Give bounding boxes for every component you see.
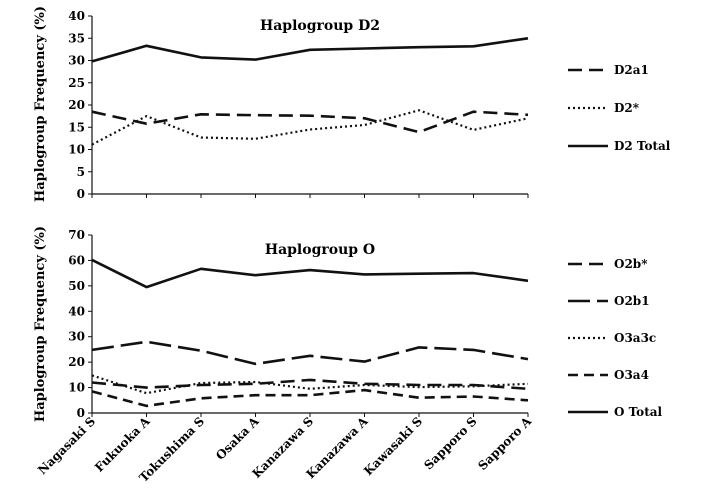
panel-o: Haplogroup Frequency (%) Haplogroup O 0 1… — [33, 226, 663, 422]
panel-d2-legend: D2a1 D2* D2 Total — [568, 63, 671, 153]
panel-d2-y-tick-label: 5 — [77, 165, 85, 179]
panel-d2-y-tick-label: 35 — [68, 31, 85, 45]
panel-o-y-tick-label: 50 — [68, 279, 85, 293]
panel-o-y-tick-label: 30 — [68, 330, 85, 344]
panel-o-title: Haplogroup O — [265, 242, 375, 258]
x-label-sapporo-a: Sapporo A — [475, 414, 534, 473]
legend-label-o-total: O Total — [614, 405, 663, 419]
x-label-sapporo-s: Sapporo S — [421, 414, 479, 472]
panel-d2-y-tick-label: 20 — [68, 98, 85, 112]
panel-o-y-axis-title: Haplogroup Frequency (%) — [33, 226, 48, 422]
series-line-d2 — [91, 109, 529, 146]
panel-d2-y-tick-label: 10 — [68, 143, 85, 157]
panel-o-y-tick-label: 40 — [68, 304, 85, 318]
panel-d2-y-ticks: 0 5 10 15 20 25 30 35 40 — [68, 9, 529, 201]
panel-o-legend: O2b* O2b1 O3a3c O3a4 O Total — [568, 257, 663, 419]
panel-o-y-tick-label: 0 — [77, 406, 85, 420]
panel-d2-y-axis-title: Haplogroup Frequency (%) — [33, 6, 48, 202]
x-label-nagasaki-s: Nagasaki S — [35, 414, 98, 477]
panel-o-y-tick-label: 10 — [68, 381, 85, 395]
series-line-d2-total — [91, 37, 529, 63]
panel-d2-title: Haplogroup D2 — [260, 18, 380, 34]
panel-d2-y-tick-label: 25 — [68, 76, 85, 90]
panel-o-y-tick-label: 60 — [68, 253, 85, 267]
series-line-d2a1 — [91, 110, 529, 134]
panel-d2-y-tick-label: 30 — [68, 54, 85, 68]
legend-label-o2b: O2b* — [614, 257, 648, 271]
x-label-kawasaki-s: Kawasaki S — [361, 414, 425, 478]
series-line-o3a4 — [91, 388, 529, 408]
series-line-o3a3c — [91, 374, 529, 395]
panel-d2-y-tick-label: 0 — [77, 187, 85, 201]
panel-o-y-ticks: 0 10 20 30 40 50 60 70 — [68, 228, 529, 420]
series-line-o2b1 — [91, 340, 529, 366]
panel-o-series — [91, 258, 529, 408]
panel-d2-series — [91, 37, 529, 146]
x-label-osaka-a: Osaka A — [213, 414, 262, 463]
panel-d2: Haplogroup Frequency (%) Haplogroup D2 0… — [33, 6, 671, 202]
legend-label-d2-total: D2 Total — [614, 139, 671, 153]
panel-o-y-tick-label: 20 — [68, 355, 85, 369]
series-line-o-total — [91, 258, 529, 289]
series-line-o2b — [91, 378, 529, 391]
legend-label-o2b1: O2b1 — [614, 294, 650, 308]
panel-o-y-tick-label: 70 — [68, 228, 85, 242]
legend-label-o3a4: O3a4 — [614, 368, 649, 382]
legend-label-d2a1: D2a1 — [614, 63, 649, 77]
legend-label-o3a3c: O3a3c — [614, 331, 656, 345]
x-label-fukuoka-a: Fukuoka A — [92, 414, 153, 475]
legend-label-d2: D2* — [614, 101, 640, 115]
panel-d2-y-tick-label: 40 — [68, 9, 85, 23]
panel-d2-y-tick-label: 15 — [68, 120, 85, 134]
